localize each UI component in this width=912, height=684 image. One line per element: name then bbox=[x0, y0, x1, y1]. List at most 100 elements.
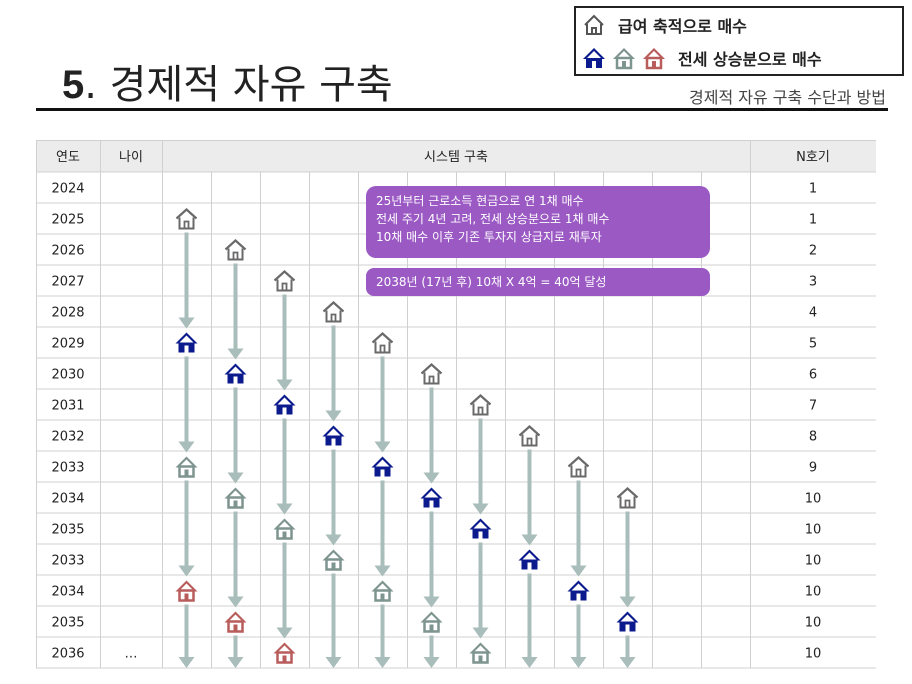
page-subtitle: 경제적 자유 구축 수단과 방법 bbox=[689, 88, 886, 107]
house-outline-icon bbox=[224, 239, 247, 261]
house-navy-icon bbox=[322, 425, 345, 446]
arrow-down-icon bbox=[227, 263, 244, 360]
house-gray-icon bbox=[175, 456, 198, 478]
arrow-down-icon bbox=[374, 356, 391, 453]
house-pink-icon bbox=[224, 611, 247, 633]
house-navy-icon bbox=[273, 394, 296, 415]
house-outline-icon bbox=[518, 425, 541, 447]
page-title: 5. 경제적 자유 구축 bbox=[62, 62, 393, 108]
table-header bbox=[36, 140, 876, 172]
house-gray-icon bbox=[420, 611, 443, 633]
house-outline-icon bbox=[469, 394, 492, 416]
system-table: 연도 나이 시스템 구축 N호기 2024 1 2025 1 2026 2 2027 3 2028 4 20… bbox=[36, 140, 876, 669]
cell-n: 10 bbox=[805, 523, 822, 538]
cell-n: 6 bbox=[809, 368, 817, 383]
house-navy-icon bbox=[420, 487, 443, 508]
arrow-down-icon bbox=[374, 604, 391, 668]
house-gray-icon bbox=[613, 48, 635, 70]
arrow-down-icon bbox=[227, 635, 244, 668]
col-header-age: 나이 bbox=[119, 150, 143, 165]
cell-year: 2035 bbox=[51, 523, 84, 538]
house-outline-icon bbox=[616, 487, 639, 509]
cell-n: 4 bbox=[809, 306, 817, 321]
arrow-down-icon bbox=[325, 449, 342, 546]
arrow-down-icon bbox=[570, 604, 587, 668]
cell-year: 2033 bbox=[51, 461, 84, 476]
cell-n: 10 bbox=[805, 492, 822, 507]
house-outline-icon bbox=[567, 456, 590, 478]
arrow-down-icon bbox=[227, 511, 244, 608]
house-navy-icon bbox=[567, 580, 590, 601]
cell-n: 3 bbox=[809, 275, 817, 290]
arrow-down-icon bbox=[178, 604, 195, 668]
arrow-down-icon bbox=[325, 573, 342, 668]
arrow-down-icon bbox=[276, 294, 293, 391]
house-gray-icon bbox=[273, 518, 296, 540]
callout-line-1: 25년부터 근로소득 현금으로 연 1채 매수 bbox=[376, 194, 584, 208]
arrow-down-icon bbox=[423, 511, 440, 608]
arrow-down-icon bbox=[276, 418, 293, 515]
legend-salary-label: 급여 축적으로 매수 bbox=[618, 17, 747, 36]
house-outline-icon bbox=[175, 208, 198, 230]
arrow-down-icon bbox=[521, 449, 538, 546]
house-pink-icon bbox=[643, 48, 665, 70]
cell-n: 2 bbox=[809, 244, 817, 259]
arrow-down-icon bbox=[619, 511, 636, 608]
legend-row-jeonse: 전세 상승분으로 매수 bbox=[582, 46, 822, 70]
arrow-down-icon bbox=[423, 635, 440, 668]
legend-row-salary: 급여 축적으로 매수 bbox=[582, 13, 747, 37]
cell-year: 2028 bbox=[51, 306, 84, 321]
callout-goal: 2038년 (17년 후) 10채 X 4억 = 40억 달성 bbox=[366, 268, 710, 296]
arrow-down-icon bbox=[472, 542, 489, 639]
house-outline-icon bbox=[584, 14, 604, 35]
cell-year: 2030 bbox=[51, 368, 84, 383]
callout-strategy: 25년부터 근로소득 현금으로 연 1채 매수 전세 주기 4년 고려, 전세 … bbox=[366, 186, 710, 258]
cell-n: 10 bbox=[805, 585, 822, 600]
col-header-year: 연도 bbox=[56, 150, 80, 165]
col-header-n: N호기 bbox=[796, 150, 830, 165]
house-navy-icon bbox=[371, 456, 394, 477]
cell-year: 2035 bbox=[51, 616, 84, 631]
cell-year: 2033 bbox=[51, 554, 84, 569]
house-outline-icon bbox=[420, 363, 443, 385]
col-header-system: 시스템 구축 bbox=[424, 150, 488, 165]
cell-age: … bbox=[125, 647, 138, 662]
cell-year: 2025 bbox=[51, 213, 84, 228]
legend-box: 급여 축적으로 매수 전세 상승분으로 매수 bbox=[574, 6, 904, 76]
arrow-down-icon bbox=[374, 480, 391, 577]
house-navy-icon bbox=[175, 332, 198, 353]
cell-n: 10 bbox=[805, 616, 822, 631]
cell-n: 7 bbox=[809, 399, 817, 414]
callout-line-4: 2038년 (17년 후) 10채 X 4억 = 40억 달성 bbox=[376, 275, 607, 289]
house-gray-icon bbox=[224, 487, 247, 509]
arrow-down-icon bbox=[521, 573, 538, 668]
arrow-down-icon bbox=[619, 635, 636, 668]
callout-line-2: 전세 주기 4년 고려, 전세 상승분으로 1채 매수 bbox=[376, 212, 610, 226]
cell-n: 8 bbox=[809, 430, 817, 445]
arrow-down-icon bbox=[472, 418, 489, 515]
arrow-down-icon bbox=[178, 232, 195, 329]
arrow-down-icon bbox=[227, 387, 244, 484]
house-navy-icon bbox=[583, 48, 605, 68]
house-outline-icon bbox=[273, 270, 296, 292]
house-navy-icon bbox=[469, 518, 492, 539]
house-outline-icon bbox=[322, 301, 345, 323]
house-outline-icon bbox=[371, 332, 394, 354]
house-navy-icon bbox=[616, 611, 639, 632]
arrow-down-icon bbox=[178, 356, 195, 453]
cell-n: 10 bbox=[805, 554, 822, 569]
house-navy-icon bbox=[518, 549, 541, 570]
house-navy-icon bbox=[224, 363, 247, 384]
house-gray-icon bbox=[469, 642, 492, 664]
arrow-down-icon bbox=[276, 542, 293, 639]
arrow-down-icon bbox=[325, 325, 342, 422]
cell-year: 2034 bbox=[51, 492, 84, 507]
callout-line-3: 10채 매수 이후 기존 투자지 상급지로 재투자 bbox=[376, 230, 602, 244]
legend-jeonse-label: 전세 상승분으로 매수 bbox=[678, 50, 822, 69]
cell-n: 9 bbox=[809, 461, 817, 476]
arrow-down-icon bbox=[570, 480, 587, 577]
cell-n: 10 bbox=[805, 647, 822, 662]
house-pink-icon bbox=[273, 642, 296, 664]
cell-year: 2031 bbox=[51, 399, 84, 414]
cell-year: 2032 bbox=[51, 430, 84, 445]
